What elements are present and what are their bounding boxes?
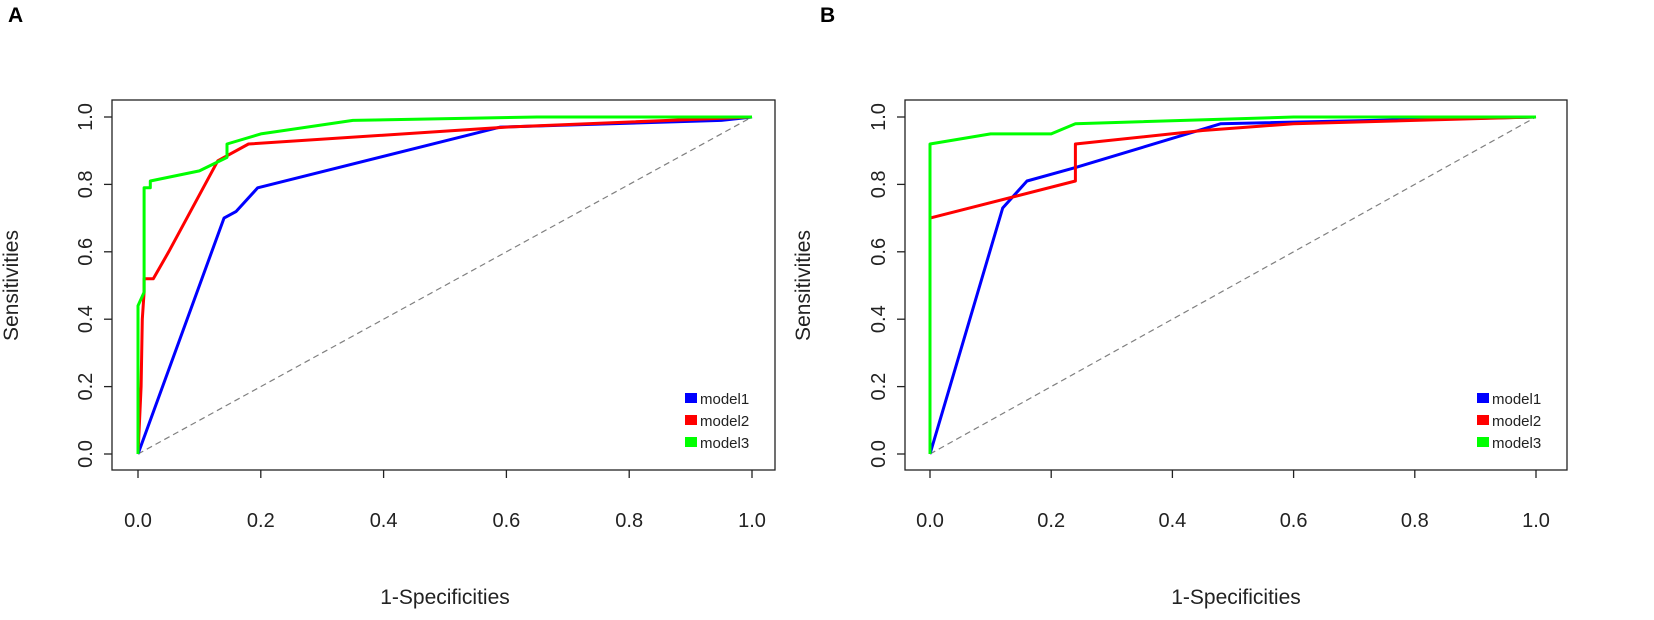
- panel-label: B: [820, 4, 835, 27]
- y-tick-label: 0.4: [868, 305, 890, 333]
- series-line-model3: [136, 115, 752, 454]
- legend: model1 model2 model3: [1477, 391, 1541, 452]
- x-tick-label: 0.2: [247, 510, 275, 532]
- legend-label: model1: [1492, 391, 1541, 408]
- x-tick-label: 0.2: [1037, 510, 1065, 532]
- y-tick-label: 0.2: [868, 373, 890, 401]
- x-tick-label: 0.8: [1401, 510, 1429, 532]
- x-tick-label: 0.4: [370, 510, 398, 532]
- y-tick-label: 0.6: [75, 238, 97, 266]
- y-tick-label: 1.0: [868, 103, 890, 131]
- legend-swatch-model3: [1477, 437, 1489, 447]
- series-line-model2: [929, 115, 1537, 220]
- x-tick-label: 1.0: [738, 510, 766, 532]
- series-line-model2: [136, 115, 753, 455]
- legend-label: model3: [1492, 435, 1541, 452]
- series-line-model3: [928, 115, 1536, 454]
- y-tick-label: 1.0: [75, 103, 97, 131]
- plot-frame: [111, 99, 776, 471]
- plot-frame: [904, 99, 1568, 471]
- y-tick-label: 0.2: [75, 373, 97, 401]
- x-tick-label: 1.0: [1522, 510, 1550, 532]
- x-tick-label: 0.4: [1158, 510, 1186, 532]
- legend-label: model2: [1492, 413, 1541, 430]
- legend-swatch-model1: [685, 393, 697, 403]
- y-tick-label: 0.8: [75, 170, 97, 198]
- legend-label: model3: [700, 435, 749, 452]
- legend-label: model1: [700, 391, 749, 408]
- x-tick-label: 0.6: [1280, 510, 1308, 532]
- panel-a: A 0.0 0.2 0.4 0.6 0.8 1.0 0.0 0.2 0.4 0.6 0.8 1.0 1-S…: [0, 4, 776, 609]
- y-axis-label: Sensitivities: [0, 230, 23, 341]
- x-tick-label: 0.6: [492, 510, 520, 532]
- reference-diagonal-line: [137, 116, 753, 455]
- y-tick-label: 0.4: [75, 305, 97, 333]
- panel-b: B 0.0 0.2 0.4 0.6 0.8 1.0 0.0 0.2 0.4 0.6 0.8 1.0 1-S…: [792, 4, 1568, 609]
- y-axis-label: Sensitivities: [792, 230, 815, 341]
- y-tick-label: 0.0: [868, 440, 890, 468]
- y-tick-label: 0.6: [868, 238, 890, 266]
- legend-label: model2: [700, 413, 749, 430]
- series-line-model1: [136, 115, 753, 455]
- legend-swatch-model2: [685, 415, 697, 425]
- y-tick-label: 0.0: [75, 440, 97, 468]
- x-axis-label: 1-Specificities: [1171, 586, 1301, 609]
- legend-swatch-model2: [1477, 415, 1489, 425]
- y-tick-label: 0.8: [868, 170, 890, 198]
- legend-swatch-model1: [1477, 393, 1489, 403]
- x-tick-label: 0.0: [124, 510, 152, 532]
- x-tick-label: 0.0: [916, 510, 944, 532]
- legend-swatch-model3: [685, 437, 697, 447]
- x-tick-label: 0.8: [615, 510, 643, 532]
- legend: model1 model2 model3: [685, 391, 749, 452]
- series-line-model1: [928, 115, 1537, 455]
- panel-label: A: [8, 4, 23, 27]
- x-axis-label: 1-Specificities: [380, 586, 510, 609]
- reference-diagonal-line: [929, 116, 1537, 455]
